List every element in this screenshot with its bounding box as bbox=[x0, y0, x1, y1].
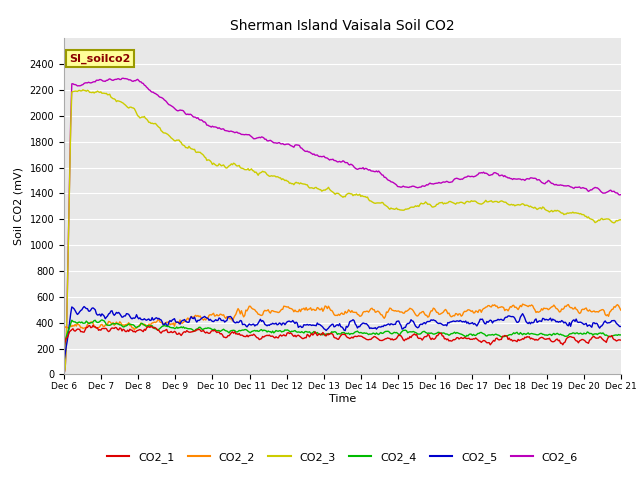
CO2_4 bbox=[98, 317, 106, 323]
Line: CO2_6: CO2_6 bbox=[64, 78, 621, 374]
Title: Sherman Island Vaisala Soil CO2: Sherman Island Vaisala Soil CO2 bbox=[230, 19, 454, 33]
CO2_2 bbox=[60, 324, 68, 330]
CO2_1 bbox=[518, 337, 525, 343]
CO2_5 bbox=[80, 304, 88, 310]
CO2_3 bbox=[60, 371, 68, 376]
CO2_4 bbox=[326, 331, 333, 336]
Y-axis label: Soil CO2 (mV): Soil CO2 (mV) bbox=[14, 168, 24, 245]
CO2_1 bbox=[393, 336, 401, 341]
CO2_6 bbox=[326, 157, 333, 163]
CO2_3 bbox=[79, 87, 87, 93]
CO2_6 bbox=[119, 75, 127, 81]
CO2_6 bbox=[329, 156, 337, 162]
CO2_3 bbox=[362, 194, 370, 200]
CO2_4 bbox=[617, 332, 625, 338]
Text: SI_soilco2: SI_soilco2 bbox=[70, 54, 131, 64]
CO2_3 bbox=[393, 205, 401, 211]
CO2_3 bbox=[617, 217, 625, 223]
CO2_5 bbox=[326, 324, 333, 329]
CO2_2 bbox=[326, 305, 333, 311]
Line: CO2_1: CO2_1 bbox=[64, 325, 621, 348]
CO2_2 bbox=[329, 309, 337, 315]
CO2_2 bbox=[519, 301, 527, 307]
CO2_6 bbox=[518, 177, 525, 183]
Line: CO2_3: CO2_3 bbox=[64, 90, 621, 373]
CO2_6 bbox=[617, 192, 625, 197]
CO2_6 bbox=[60, 371, 68, 377]
CO2_4 bbox=[605, 334, 612, 339]
CO2_3 bbox=[605, 216, 612, 222]
CO2_4 bbox=[518, 331, 525, 336]
CO2_5 bbox=[329, 321, 337, 327]
Line: CO2_4: CO2_4 bbox=[64, 320, 621, 349]
CO2_4 bbox=[393, 330, 401, 336]
CO2_1 bbox=[329, 332, 337, 337]
CO2_2 bbox=[518, 304, 525, 310]
CO2_3 bbox=[326, 186, 333, 192]
CO2_1 bbox=[362, 336, 370, 342]
CO2_1 bbox=[326, 331, 333, 337]
CO2_5 bbox=[518, 312, 525, 318]
CO2_1 bbox=[60, 345, 68, 350]
Legend: CO2_1, CO2_2, CO2_3, CO2_4, CO2_5, CO2_6: CO2_1, CO2_2, CO2_3, CO2_4, CO2_5, CO2_6 bbox=[102, 447, 582, 467]
CO2_1 bbox=[89, 323, 97, 328]
CO2_1 bbox=[617, 337, 625, 343]
CO2_2 bbox=[362, 308, 370, 314]
CO2_2 bbox=[606, 310, 614, 315]
X-axis label: Time: Time bbox=[329, 394, 356, 404]
CO2_2 bbox=[131, 327, 138, 333]
CO2_4 bbox=[329, 329, 337, 335]
CO2_5 bbox=[605, 320, 612, 325]
CO2_2 bbox=[393, 308, 401, 314]
CO2_5 bbox=[617, 324, 625, 329]
CO2_1 bbox=[605, 334, 612, 340]
CO2_6 bbox=[362, 166, 370, 171]
Line: CO2_5: CO2_5 bbox=[64, 307, 621, 362]
CO2_3 bbox=[329, 189, 337, 195]
CO2_6 bbox=[605, 189, 612, 194]
CO2_5 bbox=[393, 319, 401, 324]
CO2_3 bbox=[518, 201, 525, 207]
CO2_5 bbox=[60, 359, 68, 365]
CO2_6 bbox=[393, 182, 401, 188]
Line: CO2_2: CO2_2 bbox=[64, 304, 621, 330]
CO2_5 bbox=[362, 321, 370, 326]
CO2_4 bbox=[362, 330, 370, 336]
CO2_2 bbox=[617, 307, 625, 313]
CO2_4 bbox=[60, 347, 68, 352]
